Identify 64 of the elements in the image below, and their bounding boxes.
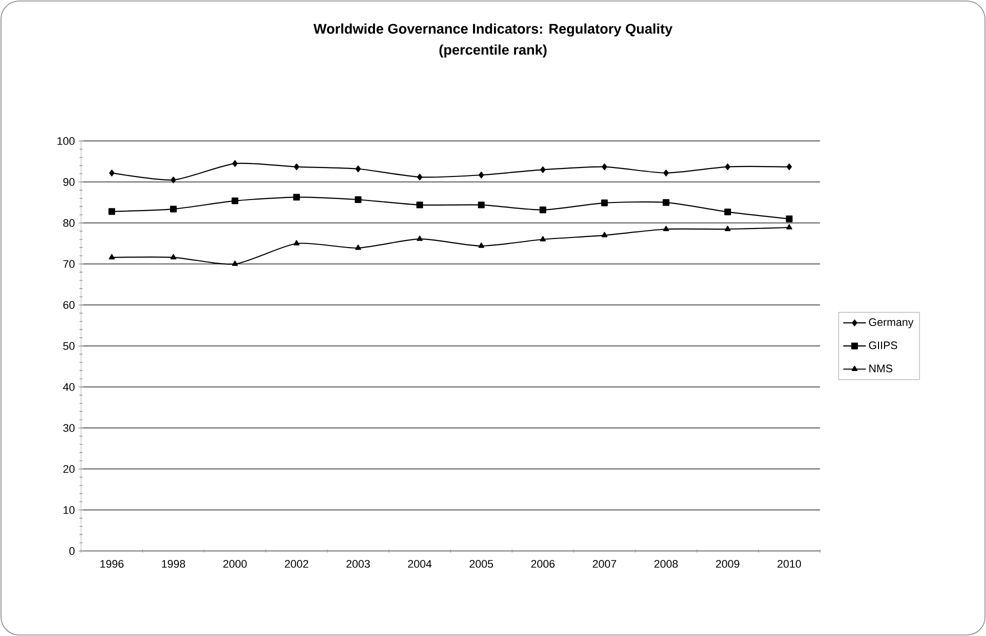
point — [602, 232, 608, 238]
point — [170, 254, 176, 260]
y-tick-label: 100 — [58, 137, 75, 145]
y-tick-label: 40 — [63, 383, 75, 391]
point — [478, 172, 484, 178]
point — [540, 206, 546, 214]
legend-label: NMS — [869, 364, 892, 372]
point — [786, 224, 792, 230]
point — [232, 160, 238, 167]
legend-label: GIIPS — [868, 341, 898, 350]
point — [109, 170, 114, 176]
point — [724, 163, 730, 170]
point — [232, 198, 238, 204]
x-tick-label: 1996 — [100, 560, 124, 568]
y-tick-label: 80 — [63, 219, 75, 227]
point — [294, 240, 300, 246]
chart-title: Worldwide Governance Indicators: Regulatory Quality — [313, 23, 672, 37]
point — [540, 166, 546, 174]
y-tick-label: 0 — [69, 547, 75, 555]
point — [170, 176, 176, 184]
x-tick-label: 2008 — [654, 560, 678, 568]
point — [478, 242, 484, 248]
point — [355, 244, 362, 250]
x-tick-label: 2000 — [223, 560, 247, 568]
point — [602, 163, 608, 170]
point — [417, 174, 422, 180]
x-tick-label: 2002 — [284, 560, 308, 568]
point — [478, 202, 485, 208]
point — [540, 236, 546, 242]
point — [724, 208, 731, 216]
point — [786, 163, 792, 170]
y-tick-label: 10 — [64, 506, 75, 514]
point — [170, 206, 177, 212]
y-tick-label: 30 — [63, 424, 75, 432]
point — [294, 163, 300, 170]
point — [293, 194, 300, 200]
x-tick-label: 2004 — [408, 560, 432, 568]
x-tick-label: 2003 — [346, 560, 370, 568]
chart-subtitle: (percentile rank) — [439, 44, 547, 58]
x-tick-label: 1998 — [162, 560, 186, 568]
point — [108, 208, 116, 215]
y-tick-label: 20 — [63, 465, 75, 473]
point — [355, 166, 361, 172]
y-tick-label: 90 — [63, 178, 75, 186]
point — [663, 170, 669, 176]
y-tick-label: 50 — [63, 342, 75, 350]
point — [662, 199, 670, 206]
y-tick-label: 70 — [63, 260, 75, 268]
point — [786, 216, 793, 222]
point — [663, 226, 670, 232]
point — [108, 254, 115, 260]
point — [232, 260, 238, 266]
legend-label: Germany — [868, 318, 914, 328]
point — [416, 236, 423, 241]
x-tick-label: 2006 — [531, 560, 555, 568]
x-tick-label: 2009 — [716, 560, 740, 568]
point — [354, 196, 362, 203]
point — [601, 200, 608, 206]
x-tick-label: 2010 — [778, 560, 801, 568]
y-tick-label: 60 — [63, 301, 75, 309]
x-tick-label: 2007 — [592, 560, 616, 568]
point — [724, 226, 731, 232]
x-tick-label: 2005 — [470, 560, 494, 568]
point — [416, 202, 424, 208]
